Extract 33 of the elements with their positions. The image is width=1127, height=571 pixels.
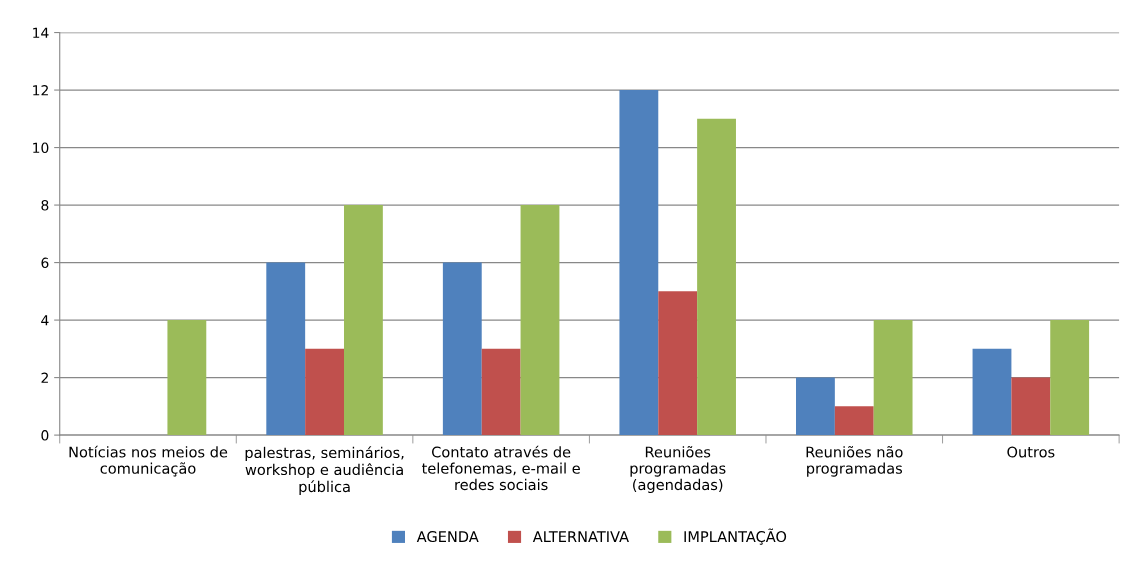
- bar: [1011, 377, 1051, 436]
- x-tick-label: Reuniões não programadas: [806, 445, 903, 477]
- bar: [520, 205, 560, 436]
- bar: [481, 348, 521, 436]
- bar: [619, 90, 659, 436]
- y-tick-label: 12: [33, 85, 48, 96]
- y-tick-label: 6: [41, 257, 49, 269]
- x-tick-label: Notícias nos meios de comunicação: [69, 445, 228, 477]
- bar: [873, 320, 913, 436]
- legend-label: IMPLANTAÇÃO: [684, 528, 787, 545]
- bar: [658, 291, 698, 436]
- y-tick-label: 8: [41, 200, 49, 211]
- y-tick-label: 2: [41, 372, 48, 383]
- bar: [344, 205, 383, 436]
- x-tick-label: Outros: [1007, 446, 1055, 458]
- x-tick-label: Contato através de telefonemas, e-mail e redes sociais: [421, 445, 580, 491]
- y-tick-label: 4: [41, 315, 49, 326]
- y-tick-label: 0: [41, 430, 49, 441]
- bar: [796, 377, 835, 436]
- legend-label: ALTERNATIVA: [532, 531, 629, 542]
- x-tick-label: Reuniões programadas (agendadas): [630, 445, 726, 493]
- y-tick-label: 10: [33, 142, 49, 154]
- legend-label: AGENDA: [416, 531, 479, 543]
- bar: [972, 348, 1012, 436]
- bar: [305, 348, 344, 436]
- y-tick-label: 14: [33, 27, 49, 38]
- bar: [834, 406, 874, 436]
- bar: [266, 262, 306, 436]
- bar: [167, 320, 207, 436]
- bar: [697, 118, 736, 436]
- bar: [1050, 320, 1090, 436]
- x-tick-label: palestras, seminários, workshop e audiência pública: [245, 446, 404, 495]
- bar: [442, 262, 482, 436]
